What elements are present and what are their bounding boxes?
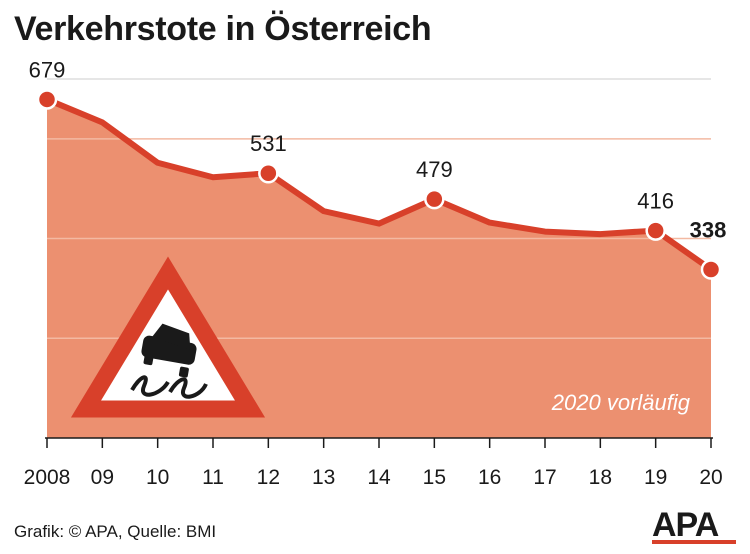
data-points [36, 89, 722, 280]
x-tick-label: 18 [589, 466, 612, 489]
source-credit: Grafik: © APA, Quelle: BMI [14, 522, 217, 541]
data-labels: 679 531 479 416 338 [29, 57, 727, 242]
x-tick-label: 20 [699, 466, 722, 489]
apa-logo-text: APA [652, 506, 719, 544]
series-line [45, 96, 713, 272]
x-tick-label: 16 [478, 466, 501, 489]
skidding-car-warning-icon [70, 256, 266, 418]
data-point [700, 259, 722, 280]
x-tick-label: 09 [91, 466, 114, 489]
x-tick-label: 14 [367, 466, 391, 489]
x-tick-label: 10 [146, 466, 169, 489]
data-label: 416 [637, 189, 674, 214]
x-tick-label: 13 [312, 466, 335, 489]
data-label: 479 [416, 157, 453, 182]
apa-logo: APA [652, 506, 736, 544]
x-tick-label: 19 [644, 466, 667, 489]
data-label: 679 [29, 57, 66, 82]
data-point [36, 89, 58, 110]
x-tick-label: 17 [533, 466, 556, 489]
x-tick-label: 12 [257, 466, 280, 489]
preliminary-note: 2020 vorläufig [551, 390, 691, 415]
x-tick-label: 11 [202, 466, 224, 489]
chart-title: Verkehrstote in Österreich [14, 10, 432, 48]
data-point [645, 220, 666, 241]
data-point [424, 188, 445, 210]
data-label: 338 [690, 217, 727, 242]
data-point [258, 162, 279, 184]
x-tick-label: 15 [423, 466, 446, 489]
data-label: 531 [250, 131, 287, 156]
x-ticks: 2008 09 10 11 12 13 14 15 16 17 18 19 20 [24, 438, 723, 489]
x-tick-label: 2008 [24, 466, 71, 489]
apa-logo-bar [652, 540, 736, 544]
